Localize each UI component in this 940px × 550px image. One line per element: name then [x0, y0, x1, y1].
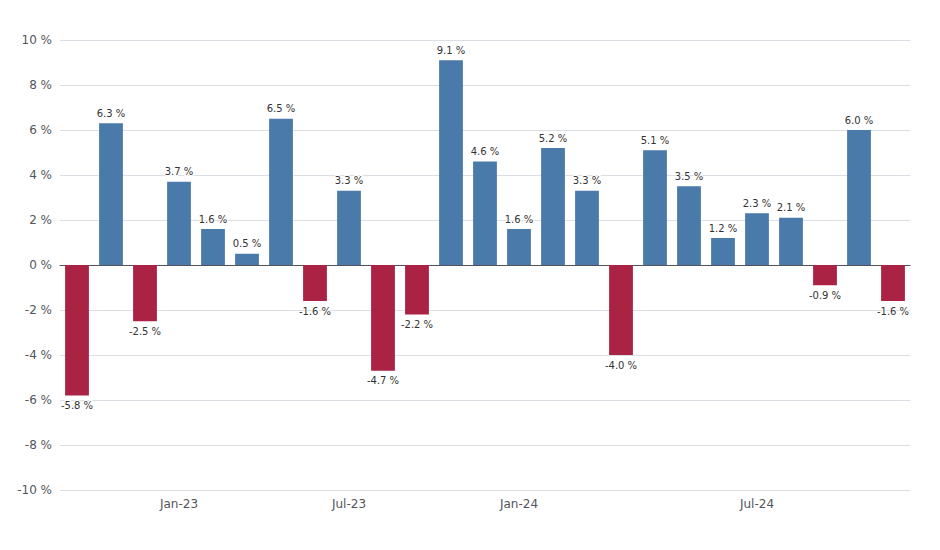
svg-text:8 %: 8 % — [29, 78, 52, 92]
svg-text:2 %: 2 % — [29, 213, 52, 227]
svg-text:-8 %: -8 % — [25, 438, 52, 452]
svg-text:1.2 %: 1.2 % — [709, 223, 738, 234]
svg-text:4.6 %: 4.6 % — [471, 146, 500, 157]
svg-text:2.1 %: 2.1 % — [777, 202, 806, 213]
svg-text:-4 %: -4 % — [25, 348, 52, 362]
svg-text:5.1 %: 5.1 % — [641, 135, 670, 146]
svg-text:-1.6 %: -1.6 % — [299, 306, 331, 317]
svg-text:3.3 %: 3.3 % — [335, 175, 364, 186]
svg-text:0.5 %: 0.5 % — [233, 238, 262, 249]
svg-text:3.3 %: 3.3 % — [573, 175, 602, 186]
svg-text:5.2 %: 5.2 % — [539, 133, 568, 144]
svg-text:-4.0 %: -4.0 % — [605, 360, 637, 371]
svg-text:Jul-24: Jul-24 — [739, 497, 774, 511]
svg-text:0 %: 0 % — [29, 258, 52, 272]
svg-text:3.7 %: 3.7 % — [165, 166, 194, 177]
svg-text:6.5 %: 6.5 % — [267, 103, 296, 114]
svg-text:1.6 %: 1.6 % — [199, 214, 228, 225]
svg-text:-0.9 %: -0.9 % — [809, 290, 841, 301]
svg-text:9.1 %: 9.1 % — [437, 45, 466, 56]
svg-text:1.6 %: 1.6 % — [505, 214, 534, 225]
svg-text:6.0 %: 6.0 % — [845, 115, 874, 126]
svg-text:-1.6 %: -1.6 % — [877, 306, 909, 317]
svg-text:-2.2 %: -2.2 % — [401, 319, 433, 330]
svg-text:3.5 %: 3.5 % — [675, 171, 704, 182]
svg-text:Jan-23: Jan-23 — [159, 497, 198, 511]
svg-text:-6 %: -6 % — [25, 393, 52, 407]
svg-text:6 %: 6 % — [29, 123, 52, 137]
svg-text:Jul-23: Jul-23 — [331, 497, 366, 511]
svg-text:-10 %: -10 % — [17, 483, 52, 497]
svg-text:10 %: 10 % — [22, 33, 53, 47]
svg-text:-4.7 %: -4.7 % — [367, 375, 399, 386]
svg-text:4 %: 4 % — [29, 168, 52, 182]
svg-text:6.3 %: 6.3 % — [97, 108, 126, 119]
svg-text:-2.5 %: -2.5 % — [129, 326, 161, 337]
svg-text:2.3 %: 2.3 % — [743, 198, 772, 209]
svg-text:-5.8 %: -5.8 % — [61, 400, 93, 411]
svg-text:-2 %: -2 % — [25, 303, 52, 317]
svg-text:Jan-24: Jan-24 — [499, 497, 538, 511]
